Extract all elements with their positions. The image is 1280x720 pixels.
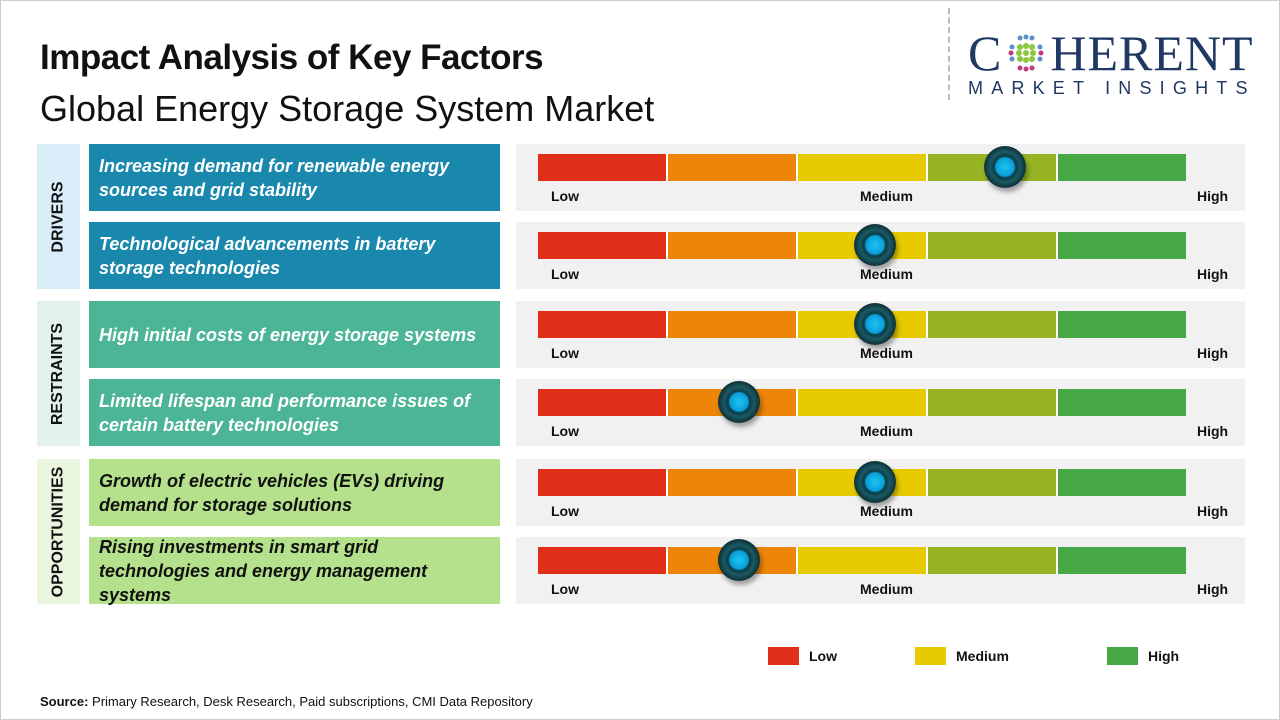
factor-text: Rising investments in smart grid technol… [89, 537, 500, 605]
gauge-segment [1058, 311, 1186, 338]
page-title: Impact Analysis of Key Factors [40, 38, 544, 77]
impact-gauge: Low Medium High [516, 222, 1245, 289]
gauge-segment [798, 547, 928, 574]
group-label-restraints: RESTRAINTS [37, 301, 80, 446]
divider [948, 8, 950, 100]
gauge-bar [538, 154, 1186, 181]
gauge-segment [798, 154, 928, 181]
gauge-bar [538, 469, 1186, 496]
factor-text: Growth of electric vehicles (EVs) drivin… [89, 459, 500, 526]
factor-text: Increasing demand for renewable energy s… [89, 144, 500, 211]
gauge-segment [538, 232, 668, 259]
scale-label-high: High [1197, 503, 1229, 519]
scale-label-high: High [1197, 423, 1229, 439]
logo-letter: C [968, 25, 1003, 81]
scale-label-medium: Medium [860, 345, 913, 361]
impact-marker [853, 461, 896, 503]
scale-label-high: High [1197, 581, 1229, 597]
gauge-segment [668, 311, 798, 338]
group-label-drivers: DRIVERS [37, 144, 80, 289]
scale-label-low: Low [551, 188, 579, 204]
gauge-segment [928, 547, 1058, 574]
gauge-segment [1058, 154, 1186, 181]
factor-text: Limited lifespan and performance issues … [89, 379, 500, 446]
impact-marker [853, 303, 896, 345]
scale-label-medium: Medium [860, 503, 913, 519]
legend-item-low: Low [768, 647, 837, 665]
page-subtitle: Global Energy Storage System Market [40, 88, 655, 129]
gauge-segment [798, 389, 928, 416]
impact-gauge: Low Medium High [516, 379, 1245, 446]
gauge-segment [668, 154, 798, 181]
factor-text: Technological advancements in battery st… [89, 222, 500, 289]
scale-label-high: High [1197, 266, 1229, 282]
gauge-segment [538, 547, 668, 574]
globe-dots-icon [1008, 34, 1044, 72]
impact-marker [717, 539, 760, 581]
gauge-segment [928, 311, 1058, 338]
coherent-logo: C HERENT MARKET INSIGHTS [968, 25, 1260, 99]
gauge-segment [928, 389, 1058, 416]
logo-tagline: MARKET INSIGHTS [968, 78, 1256, 98]
legend-swatch [768, 647, 799, 665]
gauge-segment [928, 469, 1058, 496]
gauge-segment [1058, 232, 1186, 259]
source-note: Source: Primary Research, Desk Research,… [40, 694, 533, 709]
scale-label-medium: Medium [860, 266, 913, 282]
scale-label-medium: Medium [860, 188, 913, 204]
legend-swatch [915, 647, 946, 665]
impact-gauge: Low Medium High [516, 301, 1245, 368]
scale-label-medium: Medium [860, 423, 913, 439]
legend-item-high: High [1107, 647, 1179, 665]
impact-marker [717, 381, 760, 423]
scale-label-high: High [1197, 345, 1229, 361]
factor-text: High initial costs of energy storage sys… [89, 301, 500, 368]
impact-marker [853, 224, 896, 266]
scale-label-medium: Medium [860, 581, 913, 597]
scale-label-high: High [1197, 188, 1229, 204]
scale-label-low: Low [551, 345, 579, 361]
logo-text: HERENT [1050, 25, 1254, 81]
gauge-bar [538, 547, 1186, 574]
scale-label-low: Low [551, 503, 579, 519]
gauge-segment [1058, 389, 1186, 416]
gauge-segment [928, 232, 1058, 259]
legend-item-medium: Medium [915, 647, 1009, 665]
legend-swatch [1107, 647, 1138, 665]
impact-marker [983, 146, 1026, 188]
gauge-segment [668, 232, 798, 259]
gauge-segment [538, 389, 668, 416]
gauge-segment [1058, 547, 1186, 574]
scale-label-low: Low [551, 266, 579, 282]
group-label-opportunities: OPPORTUNITIES [37, 459, 80, 604]
gauge-segment [538, 311, 668, 338]
impact-gauge: Low Medium High [516, 459, 1245, 526]
gauge-segment [538, 154, 668, 181]
gauge-segment [538, 469, 668, 496]
impact-gauge: Low Medium High [516, 144, 1245, 211]
gauge-segment [668, 469, 798, 496]
scale-label-low: Low [551, 581, 579, 597]
gauge-segment [1058, 469, 1186, 496]
scale-label-low: Low [551, 423, 579, 439]
gauge-bar [538, 389, 1186, 416]
impact-gauge: Low Medium High [516, 537, 1245, 604]
